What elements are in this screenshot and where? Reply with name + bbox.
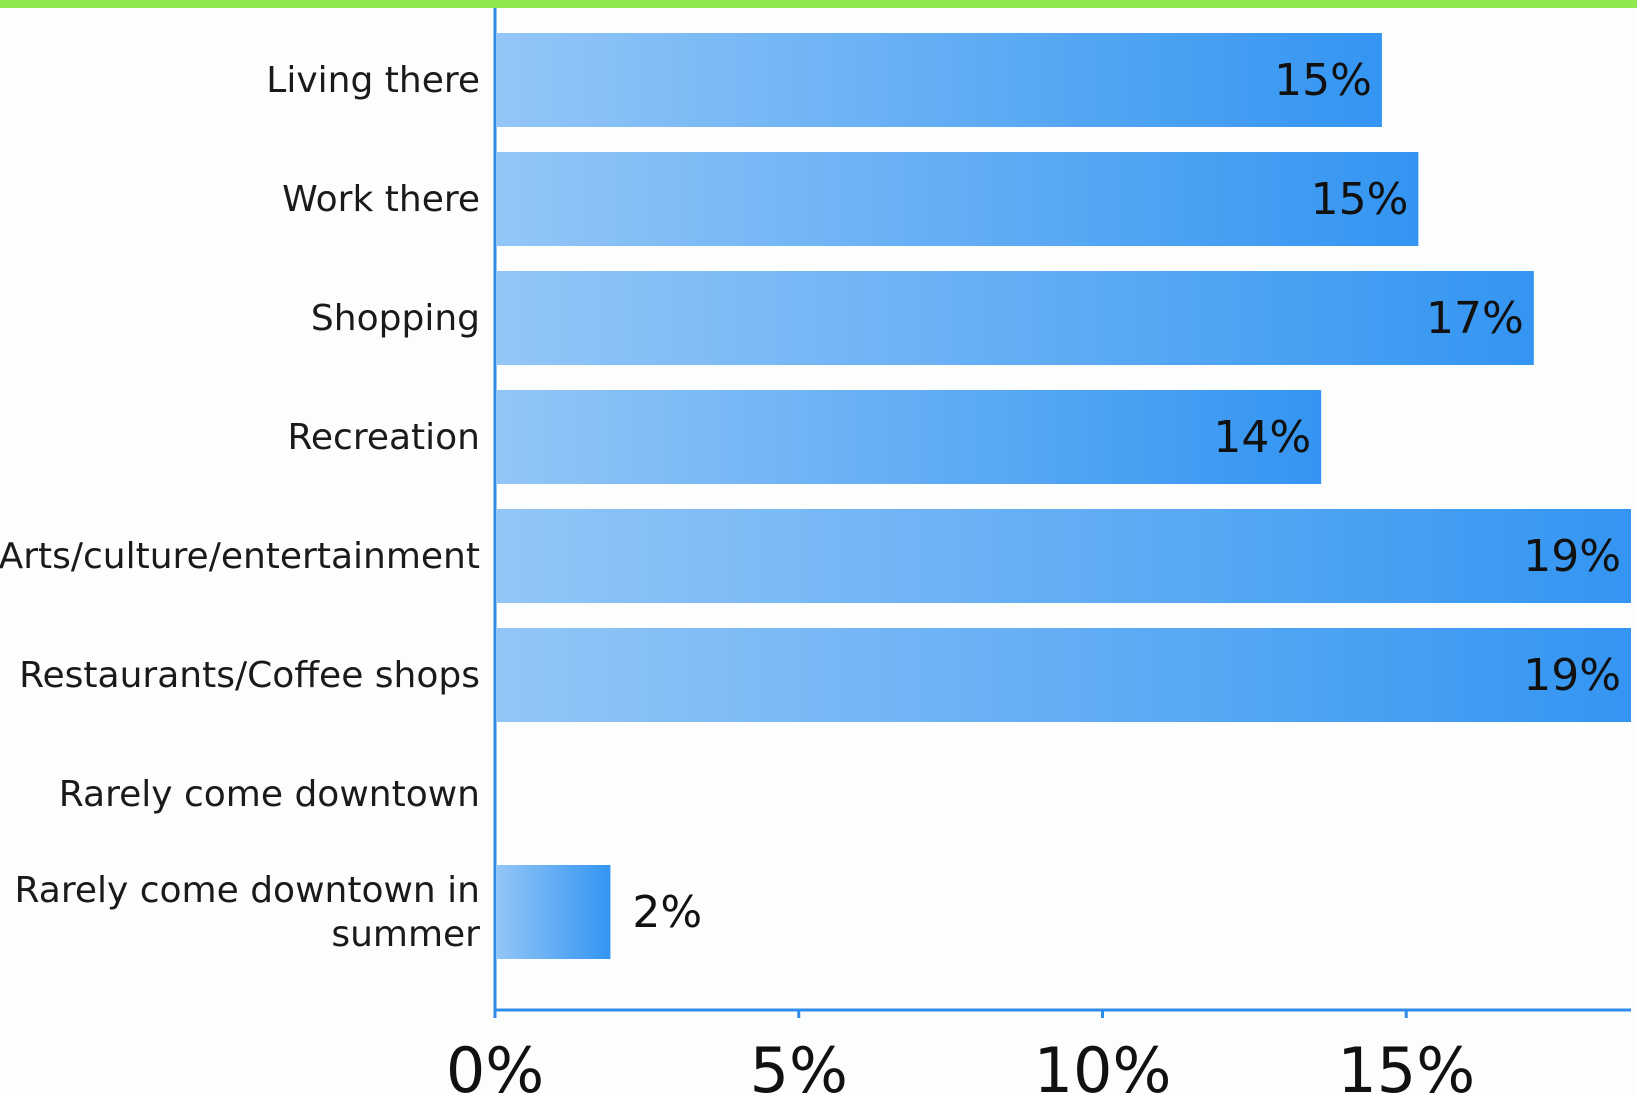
bar — [497, 509, 1631, 603]
category-label-line: Rarely come downtown — [59, 774, 480, 815]
category-label: Recreation — [287, 417, 480, 458]
bars-layer — [497, 33, 1631, 959]
category-label: Work there — [282, 179, 480, 220]
value-label: 2% — [632, 887, 702, 938]
category-label-line: Arts/culture/entertainment — [0, 536, 480, 577]
labels-layer: Living there 15% Work there 15% Shopping 17% R… — [0, 55, 1621, 955]
bar — [497, 628, 1631, 722]
category-label-line: Living there — [266, 60, 480, 101]
value-label: 19% — [1523, 531, 1621, 582]
category-label-line: Shopping — [311, 298, 480, 339]
bar — [497, 152, 1419, 246]
x-tick-label: 15% — [1337, 1034, 1475, 1095]
category-label-line: Work there — [282, 179, 480, 220]
category-label: Shopping — [311, 298, 480, 339]
value-label: 17% — [1426, 293, 1524, 344]
bar — [497, 865, 611, 959]
category-label-line: Restaurants/Coffee shops — [19, 655, 480, 696]
category-label: Rarely come downtown in summer — [15, 870, 481, 955]
x-tick-label: 5% — [750, 1034, 848, 1095]
top-accent-bar — [0, 0, 1637, 8]
value-label: 19% — [1523, 650, 1621, 701]
value-label: 15% — [1311, 174, 1409, 225]
value-label: 15% — [1274, 55, 1372, 106]
bar — [497, 271, 1534, 365]
category-label-line: Rarely come downtown in — [15, 870, 480, 911]
category-label: Arts/culture/entertainment — [0, 536, 480, 577]
bar — [497, 33, 1382, 127]
bar — [497, 390, 1322, 484]
x-tick-label: 0% — [446, 1034, 544, 1095]
category-label: Living there — [266, 60, 480, 101]
category-label-line: Recreation — [287, 417, 480, 458]
category-label: Rarely come downtown — [59, 774, 480, 815]
x-tick-label: 10% — [1034, 1034, 1172, 1095]
value-label: 14% — [1213, 412, 1311, 463]
category-label-line: summer — [331, 914, 480, 955]
axis-layer: 0% 5% 10% 15% — [446, 8, 1631, 1095]
category-label: Restaurants/Coffee shops — [19, 655, 480, 696]
